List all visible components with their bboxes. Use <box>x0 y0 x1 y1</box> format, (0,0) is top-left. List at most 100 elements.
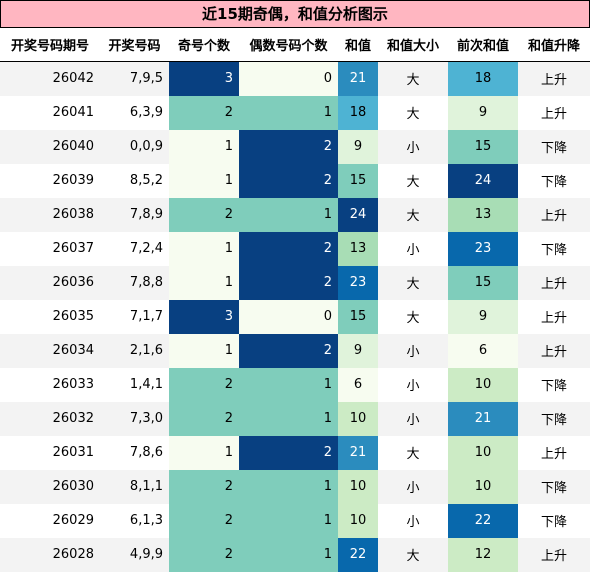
sum-cell: 15 <box>338 299 378 334</box>
table-row: 26041 6,3,9 2 1 18 大 9 上升 <box>0 95 590 130</box>
numbers-cell: 4,9,9 <box>100 537 169 572</box>
even-count-cell: 1 <box>239 537 338 572</box>
table-row: 26031 7,8,6 1 2 21 大 10 上升 <box>0 435 590 470</box>
sum-cell: 21 <box>338 61 378 96</box>
period-cell: 26039 <box>0 163 100 198</box>
odd-count-cell: 1 <box>169 231 239 266</box>
odd-even-sum-table: 开奖号码期号 开奖号码 奇号个数 偶数号码个数 和值 和值大小 前次和值 和值升… <box>0 28 590 572</box>
prev-sum-cell: 24 <box>448 163 518 198</box>
period-cell: 26036 <box>0 265 100 300</box>
odd-count-cell: 3 <box>169 299 239 334</box>
numbers-cell: 7,8,6 <box>100 435 169 470</box>
odd-count-cell: 1 <box>169 129 239 164</box>
odd-count-cell: 2 <box>169 503 239 538</box>
table-row: 26035 7,1,7 3 0 15 大 9 上升 <box>0 299 590 334</box>
col-sum-size-header: 和值大小 <box>378 28 448 62</box>
period-cell: 26040 <box>0 129 100 164</box>
sum-size-cell: 小 <box>378 401 448 436</box>
sum-size-cell: 小 <box>378 129 448 164</box>
even-count-cell: 0 <box>239 61 338 96</box>
trend-cell: 下降 <box>518 231 590 266</box>
odd-count-cell: 1 <box>169 265 239 300</box>
col-numbers-header: 开奖号码 <box>100 28 169 62</box>
table-row: 26039 8,5,2 1 2 15 大 24 下降 <box>0 163 590 198</box>
even-count-cell: 2 <box>239 129 338 164</box>
odd-count-cell: 2 <box>169 95 239 130</box>
trend-cell: 上升 <box>518 299 590 334</box>
sum-cell: 15 <box>338 163 378 198</box>
sum-cell: 6 <box>338 367 378 402</box>
even-count-cell: 1 <box>239 401 338 436</box>
prev-sum-cell: 21 <box>448 401 518 436</box>
table-row: 26029 6,1,3 2 1 10 小 22 下降 <box>0 503 590 538</box>
prev-sum-cell: 10 <box>448 435 518 470</box>
trend-cell: 下降 <box>518 163 590 198</box>
period-cell: 26031 <box>0 435 100 470</box>
prev-sum-cell: 23 <box>448 231 518 266</box>
even-count-cell: 2 <box>239 265 338 300</box>
sum-cell: 21 <box>338 435 378 470</box>
period-cell: 26030 <box>0 469 100 504</box>
table-row: 26036 7,8,8 1 2 23 大 15 上升 <box>0 265 590 300</box>
prev-sum-cell: 18 <box>448 61 518 96</box>
trend-cell: 上升 <box>518 265 590 300</box>
period-cell: 26038 <box>0 197 100 232</box>
col-even-count-header: 偶数号码个数 <box>239 28 338 62</box>
prev-sum-cell: 10 <box>448 367 518 402</box>
sum-cell: 10 <box>338 503 378 538</box>
even-count-cell: 2 <box>239 163 338 198</box>
odd-count-cell: 2 <box>169 197 239 232</box>
prev-sum-cell: 13 <box>448 197 518 232</box>
table-row: 26042 7,9,5 3 0 21 大 18 上升 <box>0 61 590 96</box>
sum-cell: 13 <box>338 231 378 266</box>
even-count-cell: 2 <box>239 333 338 368</box>
trend-cell: 下降 <box>518 367 590 402</box>
prev-sum-cell: 15 <box>448 129 518 164</box>
period-cell: 26032 <box>0 401 100 436</box>
sum-size-cell: 大 <box>378 537 448 572</box>
table-body: 26042 7,9,5 3 0 21 大 18 上升 26041 6,3,9 2 1 18 大 9 上升 260… <box>0 61 590 572</box>
table-row: 26040 0,0,9 1 2 9 小 15 下降 <box>0 129 590 164</box>
prev-sum-cell: 9 <box>448 299 518 334</box>
sum-cell: 22 <box>338 537 378 572</box>
odd-count-cell: 1 <box>169 163 239 198</box>
numbers-cell: 8,5,2 <box>100 163 169 198</box>
table-row: 26038 7,8,9 2 1 24 大 13 上升 <box>0 197 590 232</box>
trend-cell: 下降 <box>518 129 590 164</box>
period-cell: 26029 <box>0 503 100 538</box>
sum-cell: 23 <box>338 265 378 300</box>
even-count-cell: 0 <box>239 299 338 334</box>
odd-count-cell: 1 <box>169 435 239 470</box>
sum-size-cell: 大 <box>378 163 448 198</box>
sum-size-cell: 小 <box>378 503 448 538</box>
sum-size-cell: 小 <box>378 231 448 266</box>
odd-count-cell: 3 <box>169 61 239 96</box>
header-row: 开奖号码期号 开奖号码 奇号个数 偶数号码个数 和值 和值大小 前次和值 和值升… <box>0 28 590 62</box>
even-count-cell: 1 <box>239 503 338 538</box>
trend-cell: 下降 <box>518 503 590 538</box>
table-title: 近15期奇偶，和值分析图示 <box>0 0 590 28</box>
numbers-cell: 7,9,5 <box>100 61 169 96</box>
prev-sum-cell: 22 <box>448 503 518 538</box>
period-cell: 26037 <box>0 231 100 266</box>
sum-size-cell: 小 <box>378 469 448 504</box>
even-count-cell: 1 <box>239 197 338 232</box>
numbers-cell: 0,0,9 <box>100 129 169 164</box>
sum-size-cell: 小 <box>378 367 448 402</box>
col-odd-count-header: 奇号个数 <box>169 28 239 62</box>
period-cell: 26028 <box>0 537 100 572</box>
table-row: 26037 7,2,4 1 2 13 小 23 下降 <box>0 231 590 266</box>
even-count-cell: 2 <box>239 231 338 266</box>
period-cell: 26042 <box>0 61 100 96</box>
prev-sum-cell: 10 <box>448 469 518 504</box>
odd-count-cell: 1 <box>169 333 239 368</box>
sum-size-cell: 大 <box>378 61 448 96</box>
sum-size-cell: 小 <box>378 333 448 368</box>
trend-cell: 下降 <box>518 469 590 504</box>
odd-count-cell: 2 <box>169 537 239 572</box>
table-row: 26034 2,1,6 1 2 9 小 6 上升 <box>0 333 590 368</box>
trend-cell: 上升 <box>518 537 590 572</box>
trend-cell: 上升 <box>518 333 590 368</box>
col-trend-header: 和值升降 <box>518 28 590 62</box>
sum-cell: 10 <box>338 401 378 436</box>
